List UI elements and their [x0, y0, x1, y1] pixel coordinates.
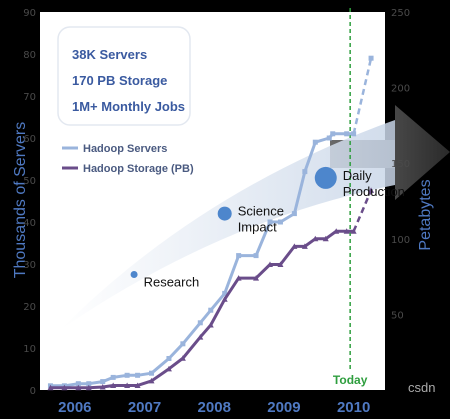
milestone-marker	[217, 206, 232, 221]
data-point-servers	[149, 370, 155, 376]
y-tick-label: 0	[30, 386, 36, 397]
legend-label-servers: Hadoop Servers	[83, 143, 167, 155]
data-point-storage	[165, 365, 172, 372]
data-point-storage	[148, 377, 155, 384]
data-point-storage	[75, 384, 82, 391]
data-point-storage	[179, 355, 186, 361]
y2-tick-label: 100	[391, 235, 410, 246]
data-point-storage	[85, 384, 92, 391]
milestone-label: Science	[238, 204, 284, 219]
data-point-storage	[343, 228, 350, 234]
y-axis-title: Thousands of Servers	[12, 122, 29, 279]
data-point-storage	[47, 384, 54, 391]
y-tick-label: 80	[23, 50, 36, 61]
data-point-storage	[291, 243, 298, 249]
y-tick-label: 10	[23, 344, 36, 355]
data-point-servers	[267, 219, 273, 225]
x-tick-label: 2009	[267, 399, 300, 416]
data-point-servers	[166, 356, 172, 361]
data-point-servers	[110, 374, 116, 380]
data-point-storage	[61, 384, 68, 391]
data-point-storage	[267, 261, 273, 268]
y-tick-label: 30	[23, 260, 36, 271]
y-tick-label: 60	[23, 134, 36, 145]
milestone-label-line2: Impact	[238, 220, 277, 235]
data-point-servers	[75, 381, 81, 387]
projection-point-servers	[368, 55, 374, 61]
x-tick-label: 2007	[128, 399, 161, 416]
y-tick-label: 20	[23, 302, 36, 313]
y-tick-label: 70	[23, 92, 36, 103]
milestone-marker	[130, 271, 138, 278]
x-tick-label: 2010	[337, 399, 370, 416]
stat-jobs: 1M+ Monthly Jobs	[72, 99, 185, 114]
data-point-storage	[207, 321, 214, 328]
data-point-servers	[222, 290, 228, 296]
y2-axis-title: Petabytes	[417, 179, 434, 250]
data-point-servers	[277, 219, 283, 225]
projection-servers	[352, 57, 373, 135]
data-point-storage	[301, 243, 308, 249]
data-point-servers	[86, 381, 92, 387]
series-lines	[47, 55, 375, 391]
data-point-servers	[312, 139, 318, 145]
y2-tick-label: 50	[391, 310, 404, 321]
data-point-servers	[236, 253, 242, 259]
stats-box	[57, 26, 191, 126]
stat-storage: 170 PB Storage	[72, 73, 167, 88]
data-point-servers	[197, 320, 203, 326]
data-point-servers	[135, 372, 141, 378]
data-point-storage	[235, 275, 242, 281]
data-point-servers	[124, 372, 130, 378]
data-point-servers	[100, 379, 106, 385]
milestone-label-line2: Production	[343, 184, 405, 199]
y-tick-label: 40	[23, 218, 36, 229]
x-tick-label: 2008	[198, 399, 231, 416]
projection-point-storage	[368, 187, 375, 193]
data-point-servers	[253, 253, 259, 259]
data-point-storage	[124, 382, 131, 388]
data-point-storage	[253, 275, 260, 281]
data-point-storage	[333, 228, 340, 234]
today-label: Today	[333, 373, 368, 387]
axis-ticks: 0 10 20 30 40 50 60 70 80 90 50 100 150 200 250 2006 200…	[23, 8, 410, 416]
projection-storage	[352, 189, 373, 232]
y-tick-label: 50	[23, 176, 36, 187]
stat-servers: 38K Servers	[72, 47, 147, 62]
data-point-servers	[344, 131, 350, 137]
data-point-servers	[291, 211, 297, 217]
data-point-storage	[312, 235, 319, 242]
data-point-storage	[99, 383, 106, 390]
growth-swoosh	[60, 120, 395, 330]
y2-tick-label: 150	[391, 159, 410, 170]
data-point-storage	[197, 334, 204, 340]
data-point-storage	[221, 296, 228, 302]
data-point-storage	[110, 382, 117, 388]
legend: Hadoop Servers Hadoop Storage (PB)	[62, 143, 194, 175]
y-tick-label: 90	[23, 8, 36, 19]
y2-tick-label: 200	[391, 84, 410, 95]
milestone-label: Research	[144, 275, 200, 290]
data-point-servers	[180, 341, 186, 347]
watermark: csdn	[408, 380, 435, 395]
milestone-marker	[314, 166, 337, 189]
data-point-storage	[322, 235, 329, 242]
data-point-storage	[277, 261, 284, 268]
y2-tick-label: 250	[391, 8, 410, 19]
data-point-servers	[326, 135, 332, 141]
data-point-servers	[330, 131, 336, 137]
x-tick-label: 2006	[58, 399, 91, 416]
legend-label-storage: Hadoop Storage (PB)	[83, 163, 194, 175]
data-point-servers	[302, 169, 308, 175]
data-point-servers	[208, 307, 214, 313]
milestone-label: Daily	[343, 168, 372, 183]
data-point-storage	[134, 382, 141, 388]
